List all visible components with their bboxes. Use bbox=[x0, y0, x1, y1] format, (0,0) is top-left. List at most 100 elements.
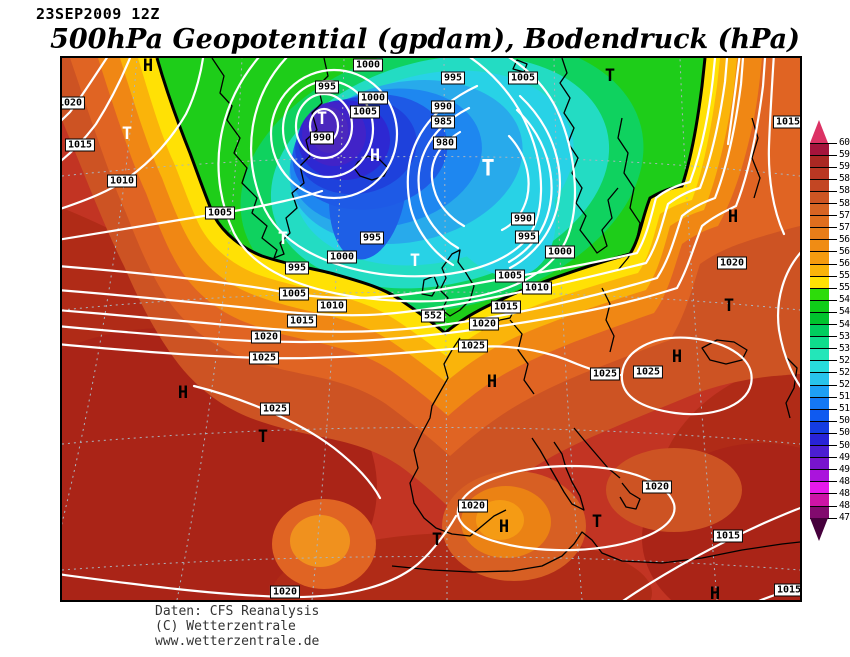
graticule bbox=[62, 58, 800, 600]
scale-box bbox=[810, 433, 829, 446]
scale-box bbox=[810, 397, 829, 410]
map-frame: 1020 1015 1010 1005 995 1000 1000 1005 990 995 995… bbox=[60, 56, 802, 602]
scale-box bbox=[810, 300, 829, 313]
pressure-label: 1010 bbox=[521, 281, 553, 295]
footer-line: (C) Wetterzentrale bbox=[155, 619, 296, 634]
low-center-letter: T bbox=[431, 530, 443, 550]
pressure-label: 995 bbox=[514, 230, 540, 244]
pressure-label: 1005 bbox=[349, 105, 381, 119]
scale-value: 584 bbox=[839, 185, 850, 197]
scale-value: 572 bbox=[839, 221, 850, 233]
scale-tick bbox=[810, 420, 837, 422]
pressure-label: 1015 bbox=[64, 138, 96, 152]
scale-value: 480 bbox=[839, 499, 850, 511]
scale-value: 512 bbox=[839, 403, 850, 415]
scale-tick bbox=[810, 505, 837, 507]
pressure-label: 1015 bbox=[712, 529, 744, 543]
pressure-label: 1020 bbox=[62, 96, 86, 110]
pressure-label: 1015 bbox=[286, 314, 318, 328]
scale-value: 540 bbox=[839, 318, 850, 330]
footer-credits: Daten: CFS Reanalysis (C) Wetterzentrale… bbox=[155, 604, 319, 649]
scale-tick bbox=[810, 178, 837, 180]
map-labels-layer: 1020 1015 1010 1005 995 1000 1000 1005 990 995 995… bbox=[62, 58, 800, 600]
pressure-label: 1015 bbox=[772, 115, 800, 129]
scale-value: 536 bbox=[839, 330, 850, 342]
color-scale: 6005965925885845805765725685645605565525… bbox=[810, 118, 850, 558]
scale-tick bbox=[810, 275, 837, 277]
high-center-letter: H bbox=[727, 207, 739, 227]
low-center-letter: T bbox=[316, 109, 328, 129]
scale-box bbox=[810, 251, 829, 264]
scale-box bbox=[810, 167, 829, 180]
scale-box bbox=[810, 409, 829, 422]
low-center-letter: T bbox=[409, 251, 421, 271]
scale-box bbox=[810, 191, 829, 204]
scale-tick bbox=[810, 227, 837, 229]
scale-value: 576 bbox=[839, 209, 850, 221]
pressure-label: 1005 bbox=[494, 269, 526, 283]
scale-tick bbox=[810, 469, 837, 471]
pressure-label: 995 bbox=[314, 80, 340, 94]
pressure-label: 1025 bbox=[248, 351, 280, 365]
scale-tick bbox=[810, 190, 837, 192]
scale-box bbox=[810, 203, 829, 216]
scale-value: 524 bbox=[839, 366, 850, 378]
scale-arrow-down bbox=[810, 518, 828, 542]
page-title: 500hPa Geopotential (gpdam), Bodendruck … bbox=[50, 24, 800, 55]
high-center-letter: H bbox=[142, 56, 154, 76]
pressure-label: 1000 bbox=[352, 58, 384, 72]
scale-value: 596 bbox=[839, 149, 850, 161]
pressure-label: 990 bbox=[430, 100, 456, 114]
scale-box bbox=[810, 179, 829, 192]
pressure-label: 990 bbox=[510, 212, 536, 226]
scale-value: 548 bbox=[839, 294, 850, 306]
scale-tick bbox=[810, 251, 837, 253]
scale-box bbox=[810, 348, 829, 361]
scale-value: 496 bbox=[839, 451, 850, 463]
scale-box bbox=[810, 469, 829, 482]
scale-value: 488 bbox=[839, 475, 850, 487]
footer-line: Daten: CFS Reanalysis bbox=[155, 604, 320, 619]
high-center-letter: H bbox=[498, 517, 510, 537]
low-center-letter: T bbox=[591, 512, 603, 532]
pressure-label: 1010 bbox=[106, 174, 138, 188]
low-center-letter: T bbox=[481, 156, 495, 182]
pressure-label: 1020 bbox=[468, 317, 500, 331]
scale-box bbox=[810, 324, 829, 337]
footer-line: www.wetterzentrale.de bbox=[155, 634, 320, 649]
scale-box bbox=[810, 143, 829, 156]
pressure-label: 1005 bbox=[507, 71, 539, 85]
scale-box bbox=[810, 264, 829, 277]
scale-value: 592 bbox=[839, 161, 850, 173]
pressure-label: 1020 bbox=[269, 585, 301, 599]
low-center-letter: T bbox=[257, 427, 269, 447]
scale-tick bbox=[810, 432, 837, 434]
scale-tick bbox=[810, 481, 837, 483]
scale-box bbox=[810, 239, 829, 252]
scale-tick bbox=[810, 445, 837, 446]
scale-value: 564 bbox=[839, 245, 850, 257]
high-center-letter: H bbox=[486, 372, 498, 392]
scale-box bbox=[810, 372, 829, 385]
scale-tick bbox=[810, 348, 837, 350]
pressure-label: 995 bbox=[284, 261, 310, 275]
scale-value: 580 bbox=[839, 197, 850, 209]
pressure-label: 1000 bbox=[357, 91, 389, 105]
scale-value: 508 bbox=[839, 415, 850, 427]
high-center-letter: H bbox=[671, 347, 683, 367]
pressure-label: 1015 bbox=[773, 583, 800, 597]
low-center-letter: T bbox=[723, 296, 735, 316]
scale-value: 556 bbox=[839, 270, 850, 282]
scale-value: 532 bbox=[839, 342, 850, 354]
scale-box bbox=[810, 457, 829, 470]
scale-tick bbox=[810, 299, 837, 301]
scale-tick bbox=[810, 336, 837, 338]
scale-tick bbox=[810, 408, 837, 410]
scale-tick bbox=[810, 203, 837, 204]
pressure-label: 1005 bbox=[278, 287, 310, 301]
pressure-label: 1000 bbox=[326, 250, 358, 264]
scale-tick bbox=[810, 324, 837, 325]
pressure-label: 1025 bbox=[457, 339, 489, 353]
low-center-letter: T bbox=[604, 66, 616, 86]
scale-tick bbox=[810, 263, 837, 265]
